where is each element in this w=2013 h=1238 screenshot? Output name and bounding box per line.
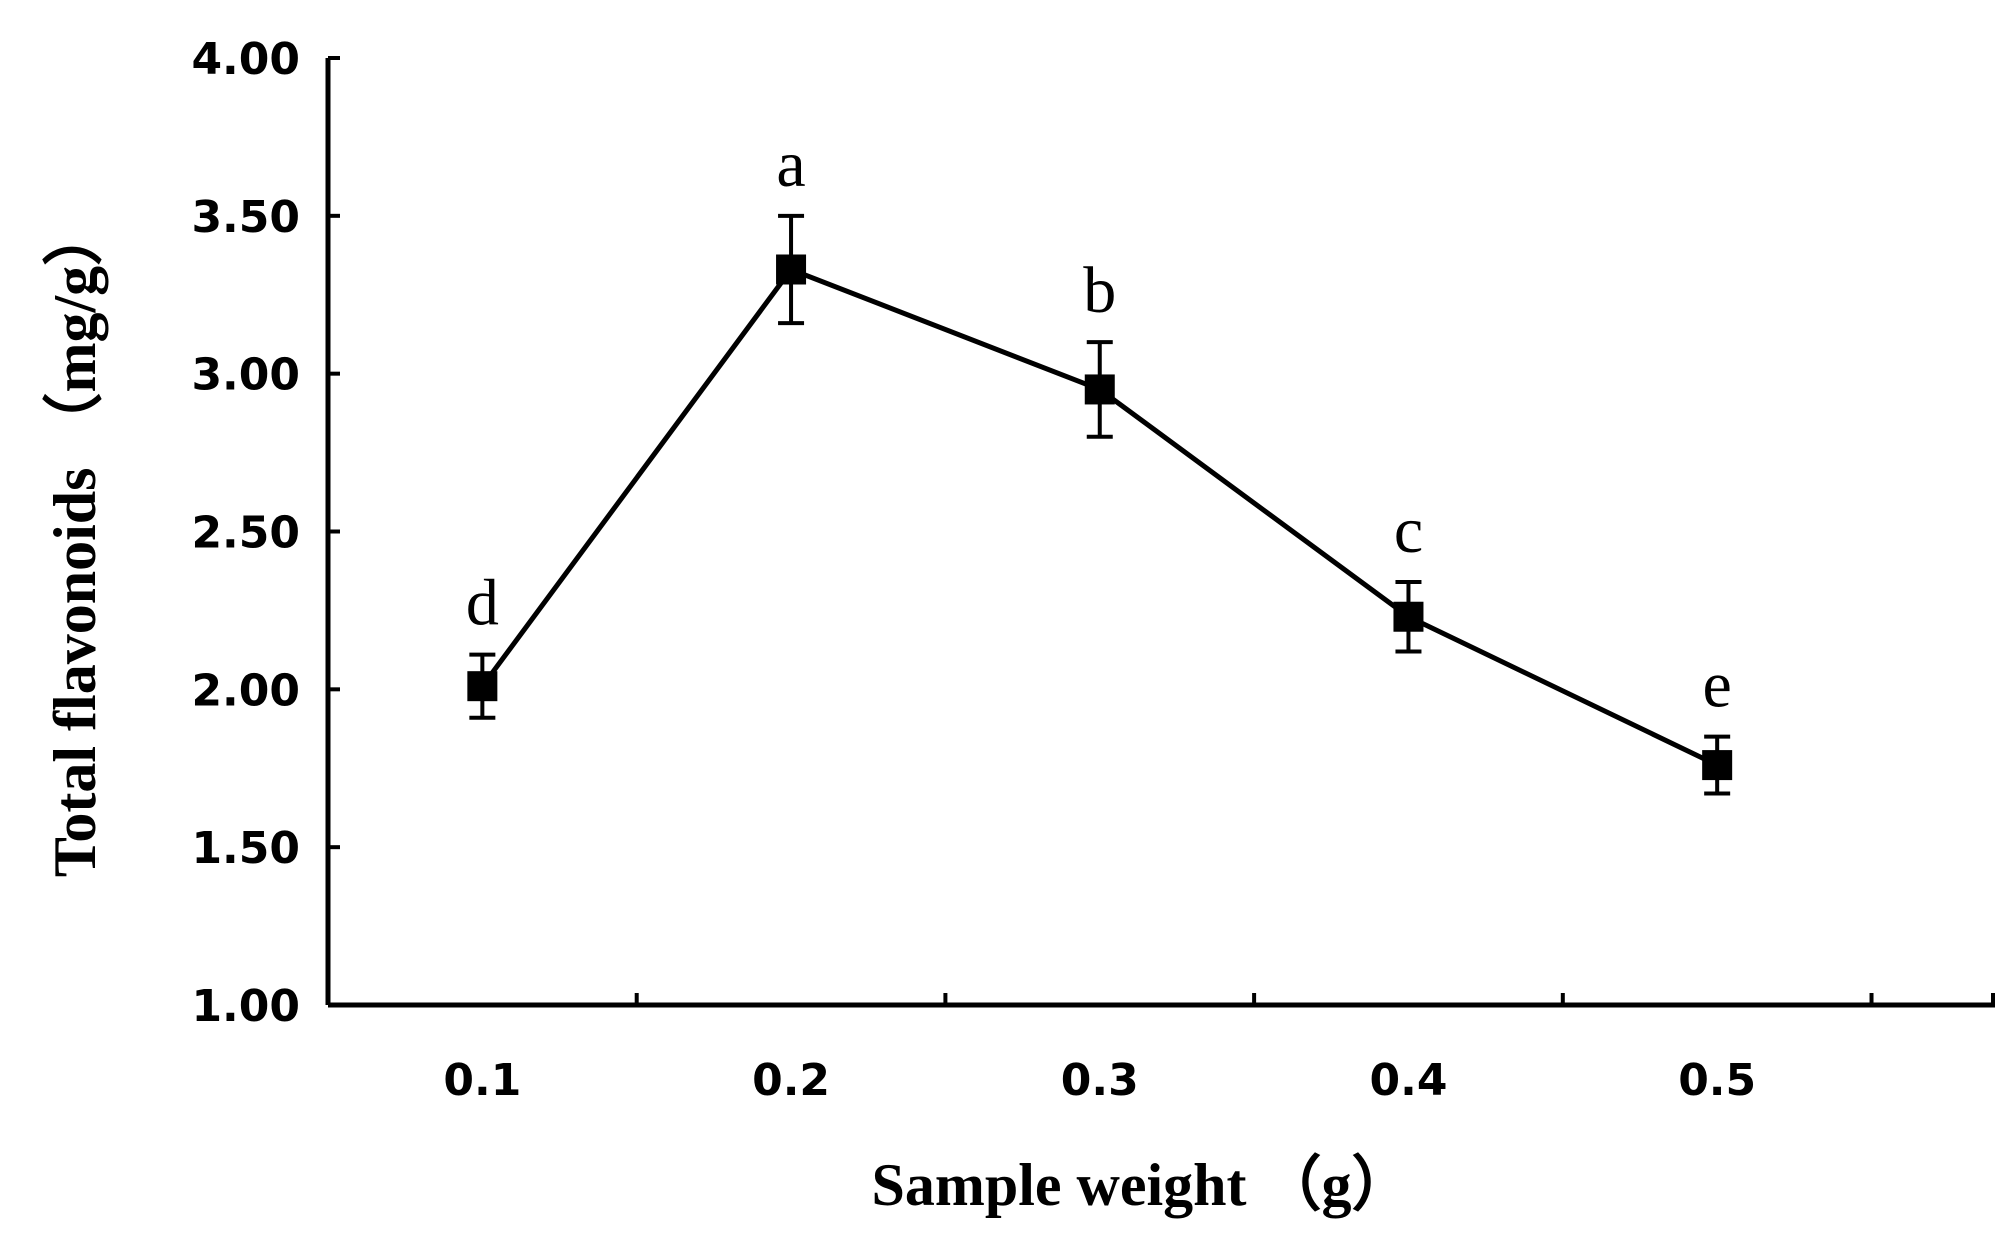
significance-label: d [466, 567, 499, 640]
significance-label: c [1394, 494, 1423, 567]
x-tick-label: 0.2 [752, 1055, 830, 1106]
y-tick-label: 4.00 [191, 34, 300, 85]
y-axis-title: Total flavonoids （mg/g） [41, 206, 108, 877]
x-tick-label: 0.4 [1369, 1055, 1447, 1106]
x-tick-label: 0.3 [1061, 1055, 1139, 1106]
y-tick-labels: 1.00 1.50 2.00 2.50 3.00 3.50 4.00 [191, 34, 300, 1032]
x-tick-labels: 0.1 0.2 0.3 0.4 0.5 [443, 1055, 1756, 1106]
data-point [467, 671, 498, 702]
y-tick-label: 1.50 [191, 823, 300, 874]
significance-label: b [1083, 254, 1116, 327]
data-point [1084, 374, 1115, 405]
data-point [1702, 750, 1733, 781]
x-tick-label: 0.5 [1678, 1055, 1756, 1106]
significance-label: a [776, 128, 805, 201]
y-tick-label: 3.00 [191, 350, 300, 401]
y-tick-label: 1.00 [191, 981, 300, 1032]
y-tick-label: 2.50 [191, 508, 300, 559]
significance-label: e [1703, 649, 1732, 722]
data-point [776, 254, 807, 285]
series-line: d a b c e [466, 128, 1733, 796]
y-tick-label: 3.50 [191, 192, 300, 243]
x-axis-title: Sample weight （g） [872, 1151, 1412, 1218]
y-tick-label: 2.00 [191, 665, 300, 716]
x-tick-label: 0.1 [443, 1055, 521, 1106]
data-point [1393, 601, 1424, 632]
axes [325, 56, 1995, 1008]
